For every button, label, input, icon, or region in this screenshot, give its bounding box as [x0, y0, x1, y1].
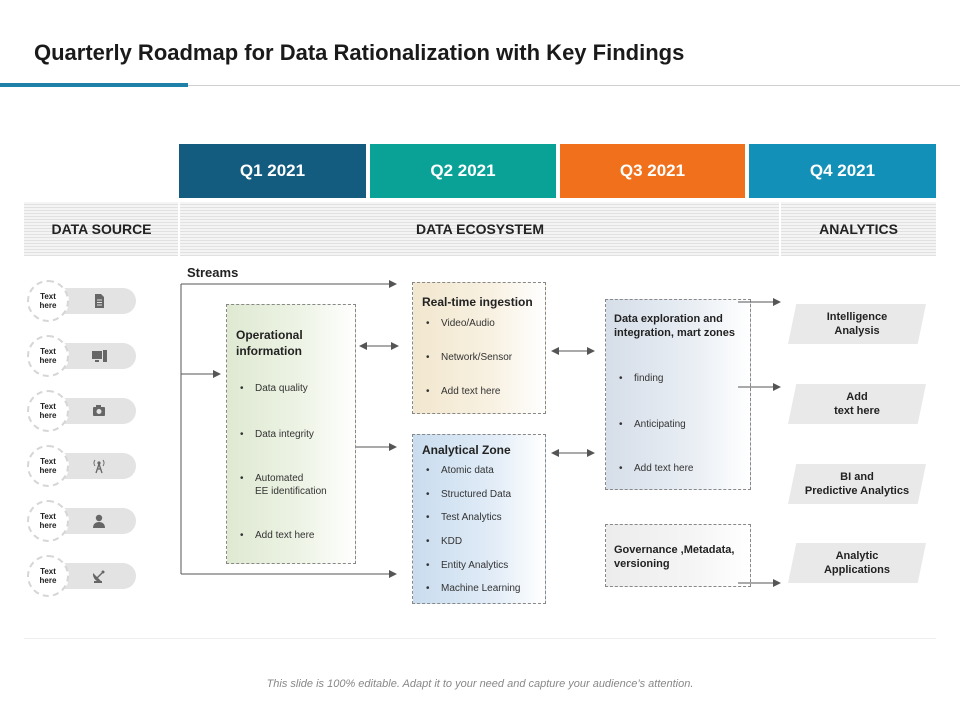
data-source-circle: Text here [27, 500, 69, 542]
section-label: ANALYTICS [819, 221, 898, 237]
person-icon [88, 510, 110, 532]
analytical-item: Test Analytics [426, 512, 501, 523]
operational-item: Add text here [240, 530, 315, 541]
analytics-output-label: Intelligence Analysis [826, 311, 888, 337]
analytics-output-label: Add text here [834, 391, 880, 417]
analytics-output-label: BI and Predictive Analytics [804, 471, 910, 497]
data-source-circle: Text here [27, 280, 69, 322]
exploration-item: Add text here [619, 463, 694, 474]
quarter-label: Q3 2021 [619, 161, 686, 180]
exploration-item: finding [619, 373, 664, 384]
quarter-q4: Q4 2021 [749, 144, 936, 198]
quarter-q3: Q3 2021 [560, 144, 745, 198]
analytics-output: BI and Predictive Analytics [788, 464, 926, 504]
exploration-item: Anticipating [619, 419, 686, 430]
quarter-q2: Q2 2021 [370, 144, 556, 198]
data-source-label: Text here [39, 512, 57, 530]
section-label: DATA ECOSYSTEM [415, 221, 545, 237]
computer-icon [88, 345, 110, 367]
section-separator [178, 202, 180, 256]
quarter-label: Q4 2021 [809, 161, 876, 180]
data-source-label: Text here [39, 457, 57, 475]
realtime-item: Video/Audio [426, 318, 495, 329]
analytical-item: Atomic data [426, 465, 494, 476]
section-analytics: ANALYTICS [781, 202, 936, 256]
analytical-item: Machine Learning [426, 583, 520, 594]
exploration-title: Data exploration and integration, mart z… [614, 313, 736, 339]
data-source-circle: Text here [27, 555, 69, 597]
data-source-circle: Text here [27, 390, 69, 432]
quarter-label: Q2 2021 [430, 161, 496, 180]
title-divider [0, 85, 960, 86]
data-source-label: Text here [39, 292, 57, 310]
data-source-label: Text here [39, 567, 57, 585]
analytical-item: Entity Analytics [426, 560, 508, 571]
operational-title: Operational information [236, 328, 303, 358]
page-title: Quarterly Roadmap for Data Rationalizati… [34, 40, 685, 65]
bottom-divider [24, 638, 936, 639]
realtime-item: Add text here [426, 386, 501, 397]
operational-item: Automated EE identification [240, 472, 327, 498]
data-source-label: Text here [39, 402, 57, 420]
analytics-output: Add text here [788, 384, 926, 424]
analytical-title: Analytical Zone [422, 443, 511, 457]
title-accent-bar [0, 83, 188, 87]
antenna-icon [88, 455, 110, 477]
quarter-label: Q1 2021 [239, 161, 306, 180]
data-source-circle: Text here [27, 335, 69, 377]
section-separator [779, 202, 781, 256]
governance-zone [605, 524, 751, 587]
footer-note: This slide is 100% editable. Adapt it to… [266, 678, 694, 690]
satellite-dish-icon [88, 565, 110, 587]
governance-title: Governance ,Metadata, versioning [614, 544, 735, 570]
operational-item: Data quality [240, 383, 308, 394]
camera-icon [88, 400, 110, 422]
streams-label: Streams [187, 265, 239, 280]
data-source-circle: Text here [27, 445, 69, 487]
analytics-output: Intelligence Analysis [788, 304, 926, 344]
section-data-ecosystem: DATA ECOSYSTEM [180, 202, 780, 256]
operational-item: Data integrity [240, 429, 314, 440]
realtime-title: Real-time ingestion [422, 295, 533, 309]
section-data-source: DATA SOURCE [24, 202, 179, 256]
section-label: DATA SOURCE [51, 221, 152, 237]
analytics-output-label: Analytic Applications [823, 550, 890, 576]
analytical-item: KDD [426, 536, 462, 547]
analytical-item: Structured Data [426, 489, 511, 500]
analytics-output: Analytic Applications [788, 543, 926, 583]
realtime-item: Network/Sensor [426, 352, 512, 363]
quarter-q1: Q1 2021 [179, 144, 366, 198]
document-icon [88, 290, 110, 312]
data-source-label: Text here [39, 347, 57, 365]
exploration-zone [605, 299, 751, 490]
